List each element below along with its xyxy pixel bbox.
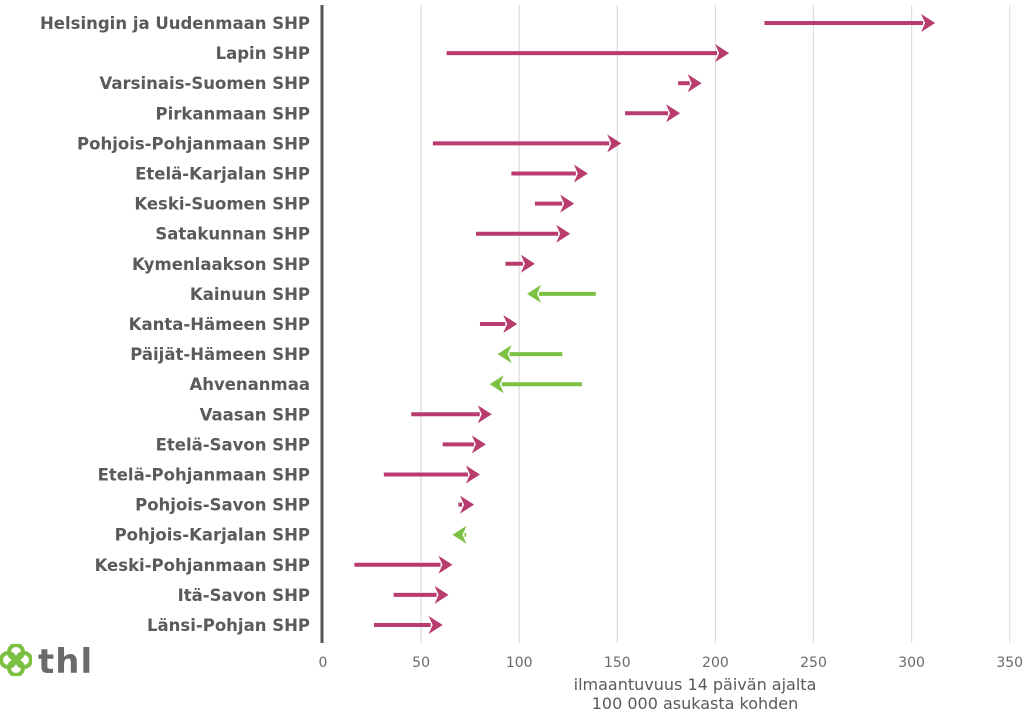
category-label: Päijät-Hämeen SHP — [130, 345, 310, 364]
x-tick-label: 100 — [506, 655, 533, 671]
arrow-head — [438, 555, 453, 574]
category-labels: Helsingin ja Uudenmaan SHP Lapin SHP Varsi… — [40, 14, 310, 635]
category-label: Kainuun SHP — [190, 285, 310, 304]
arrow-mark — [678, 74, 702, 93]
arrow-mark — [452, 525, 467, 544]
thl-logo: thl — [0, 642, 94, 682]
x-tick-label: 300 — [898, 655, 925, 671]
category-label: Kymenlaakson SHP — [132, 255, 310, 274]
arrow-head — [471, 435, 486, 454]
category-label: Etelä-Pohjanmaan SHP — [98, 466, 310, 485]
category-label: Vaasan SHP — [200, 405, 310, 424]
arrow-head — [666, 104, 681, 123]
category-label: Etelä-Savon SHP — [156, 435, 310, 454]
arrow-mark — [374, 616, 443, 634]
arrow-mark — [411, 405, 492, 424]
x-tick-labels: 0 50 100 150 200 250 300 350 — [319, 655, 1024, 671]
category-label: Ahvenanmaa — [189, 375, 310, 394]
arrow-head — [921, 14, 936, 32]
x-tick-label: 50 — [412, 655, 430, 671]
arrow-head — [477, 405, 492, 424]
arrow-mark — [432, 134, 622, 153]
arrow-mark — [489, 375, 582, 394]
arrow-mark — [764, 14, 936, 32]
x-tick-label: 200 — [702, 655, 729, 671]
category-label: Varsinais-Suomen SHP — [100, 74, 310, 93]
category-label: Helsingin ja Uudenmaan SHP — [40, 14, 310, 33]
arrow-mark — [479, 315, 518, 333]
category-label: Kanta-Hämeen SHP — [129, 315, 310, 334]
category-label: Etelä-Karjalan SHP — [135, 165, 310, 184]
category-label: Itä-Savon SHP — [178, 586, 310, 605]
arrow-head — [687, 74, 702, 93]
x-axis-title-line-2: 100 000 asukasta kohden — [592, 694, 799, 713]
arrow-head — [460, 495, 475, 514]
category-label: Pohjois-Karjalan SHP — [115, 526, 310, 545]
category-label: Lapin SHP — [216, 44, 310, 63]
arrow-mark — [446, 44, 730, 63]
logo-text: thl — [38, 642, 94, 682]
arrow-mark — [527, 284, 596, 303]
arrow-mark — [625, 104, 681, 123]
arrow-head — [428, 616, 443, 634]
category-label: Satakunnan SHP — [155, 225, 310, 244]
arrow-mark — [505, 254, 535, 273]
category-label: Pirkanmaan SHP — [156, 104, 310, 123]
arrow-head — [465, 465, 480, 484]
arrow-head — [556, 224, 571, 243]
x-tick-label: 0 — [319, 655, 328, 671]
arrow-head — [527, 284, 542, 303]
category-label: Keski-Suomen SHP — [134, 195, 310, 214]
arrow-head — [607, 134, 622, 153]
x-tick-label: 350 — [996, 655, 1023, 671]
arrow-head — [497, 345, 512, 364]
category-label: Keski-Pohjanmaan SHP — [95, 556, 310, 575]
category-label: Länsi-Pohjan SHP — [147, 616, 310, 635]
arrow-mark — [534, 194, 575, 213]
x-axis-title-line-1: ilmaantuvuus 14 päivän ajalta — [574, 675, 817, 694]
clover-icon — [0, 643, 33, 680]
arrow-head — [489, 375, 504, 394]
arrow-head — [573, 164, 588, 183]
arrow-mark — [442, 435, 486, 454]
arrow-mark — [497, 345, 563, 364]
arrow-mark — [393, 585, 449, 604]
x-tick-label: 150 — [604, 655, 631, 671]
arrow-mark — [354, 555, 453, 574]
arrow-head — [452, 525, 467, 544]
arrow-mark — [476, 224, 571, 243]
category-label: Pohjois-Pohjanmaan SHP — [77, 134, 310, 153]
grid-lines — [420, 5, 1011, 643]
arrow-head — [434, 585, 449, 604]
category-label: Pohjois-Savon SHP — [135, 496, 310, 515]
arrow-mark — [458, 495, 475, 514]
arrow-head — [560, 194, 575, 213]
x-tick-label: 250 — [800, 655, 827, 671]
arrow-mark — [511, 164, 588, 183]
arrow-head — [520, 254, 535, 273]
arrow-mark — [383, 465, 480, 484]
arrows — [354, 14, 936, 634]
arrow-head — [715, 44, 730, 63]
arrow-head — [503, 315, 518, 333]
